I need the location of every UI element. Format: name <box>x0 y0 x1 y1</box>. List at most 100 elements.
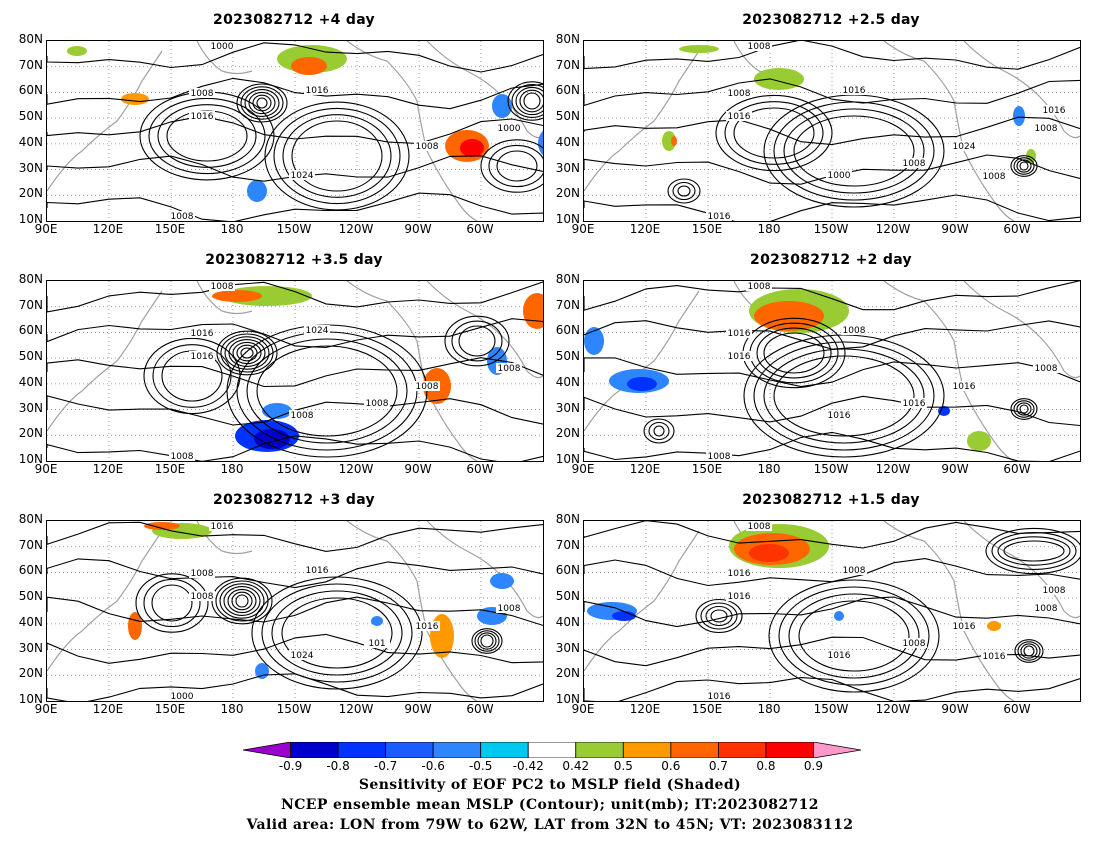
sensitivity-shade <box>262 403 292 419</box>
contour-label: 1008 <box>1035 604 1058 614</box>
contour-label: 1008 <box>708 452 731 461</box>
lat-tick-label: 70N <box>555 297 580 312</box>
lat-tick-label: 10N <box>555 452 580 466</box>
contour-label: 1016 <box>828 411 851 421</box>
lon-tick-label: 120E <box>92 462 124 476</box>
lat-tick-label: 60N <box>18 83 43 98</box>
lon-tick-label: 90E <box>34 702 58 716</box>
panel-title: 2023082712 +2 day <box>750 252 912 268</box>
lon-tick-label: 150W <box>276 702 312 716</box>
lon-tick-label: 90W <box>404 462 432 476</box>
colorbar-tick-label: 0.9 <box>803 759 823 773</box>
contour-label: 1008 <box>191 592 214 602</box>
contour-label: 1016 <box>728 569 751 579</box>
sensitivity-shade <box>754 301 824 331</box>
sensitivity-shade <box>627 377 657 391</box>
sensitivity-shade <box>749 544 789 562</box>
contour-label: 1016 <box>191 329 214 339</box>
sensitivity-shade <box>212 290 262 302</box>
lon-tick-label: 180 <box>757 462 781 476</box>
contour-label: 1008 <box>1043 586 1066 596</box>
map-plot: 1016 1008 1008 1016 1024 1016 1008 1000 101 <box>47 521 543 701</box>
lat-tick-label: 50N <box>555 589 580 604</box>
lon-tick-label: 60W <box>1003 462 1031 476</box>
sensitivity-shade <box>987 621 1001 631</box>
contour-label: 1016 <box>983 652 1006 662</box>
lon-tick-label: 120E <box>92 702 124 716</box>
contour-label: 1016 <box>191 112 214 122</box>
lat-tick-label: 70N <box>18 537 43 552</box>
lat-tick-label: 40N <box>18 614 43 629</box>
lon-tick-label: 90E <box>34 222 58 236</box>
lon-tick-label: 180 <box>220 222 244 236</box>
lat-tick-label: 40N <box>18 134 43 149</box>
map-plot: 1008 1016 1016 1008 1016 1016 1008 1016 1008 1016… <box>584 521 1080 701</box>
colorbar-tick-label: 0.42 <box>562 759 590 773</box>
caption-line-3: Valid area: LON from 79W to 62W, LAT fro… <box>246 817 854 833</box>
lat-tick-label: 30N <box>18 160 43 175</box>
lat-tick-label: 40N <box>555 374 580 389</box>
contour-label: 1008 <box>728 89 751 99</box>
lat-tick-label: 70N <box>18 57 43 72</box>
lat-tick-label: 10N <box>555 212 580 226</box>
contour-label: 1016 <box>306 566 329 576</box>
lon-tick-label: 150E <box>691 462 723 476</box>
lon-tick-label: 120E <box>92 222 124 236</box>
colorbar-swatch <box>337 742 387 758</box>
colorbar-tick-label: -0.6 <box>421 759 445 773</box>
colorbar-tick-label: 0.8 <box>756 759 776 773</box>
colorbar-swatch <box>527 742 577 758</box>
sensitivity-shade <box>492 94 512 118</box>
caption-line-1: Sensitivity of EOF PC2 to MSLP field (Sh… <box>358 777 742 793</box>
sensitivity-shade <box>371 616 383 626</box>
contour-label: 1008 <box>291 411 314 421</box>
lat-tick-label: 80N <box>18 272 43 286</box>
lon-tick-label: 120E <box>629 222 661 236</box>
contour-label: 1008 <box>416 382 439 392</box>
colorbar <box>243 742 861 758</box>
sensitivity-shade <box>662 131 676 151</box>
contour-label: 1008 <box>191 89 214 99</box>
lon-tick-label: 180 <box>757 702 781 716</box>
caption-line-2: NCEP ensemble mean MSLP (Contour); unit(… <box>281 797 819 813</box>
sensitivity-shade <box>834 611 844 621</box>
lon-tick-label: 120W <box>338 462 374 476</box>
lat-tick-label: 60N <box>555 83 580 98</box>
lat-tick-label: 80N <box>18 512 43 526</box>
lat-tick-label: 70N <box>555 57 580 72</box>
contour-label: 1024 <box>306 326 329 336</box>
colorbar-swatch <box>432 742 482 758</box>
sensitivity-shade <box>67 46 87 56</box>
contour-label: 1016 <box>843 86 866 96</box>
map-panel: 1000 1008 1016 1016 1024 1008 1000 1008 <box>46 40 544 222</box>
contour-label: 1008 <box>366 399 389 409</box>
contour-label: 1024 <box>291 171 314 181</box>
map-plot: 1000 1008 1016 1016 1024 1008 1000 1008 <box>47 41 543 221</box>
contour-label: 1000 <box>498 124 521 134</box>
lat-tick-label: 80N <box>555 272 580 286</box>
panel-title: 2023082712 +2.5 day <box>742 12 920 28</box>
contour-label: 1008 <box>843 566 866 576</box>
colorbar-tick-label: 0.7 <box>708 759 728 773</box>
contour-label: 1008 <box>498 604 521 614</box>
lat-tick-label: 30N <box>555 640 580 655</box>
lon-tick-label: 150E <box>154 702 186 716</box>
contour-label: 1016 <box>416 622 439 632</box>
map-panel: 1008 1016 1016 1008 1016 1016 1008 1008 1016 <box>583 280 1081 462</box>
contour-label: 1016 <box>903 399 926 409</box>
panel-title: 2023082712 +3 day <box>213 492 375 508</box>
contour-label: 1000 <box>211 42 234 52</box>
lon-tick-label: 120W <box>875 702 911 716</box>
contour-label: 1008 <box>416 142 439 152</box>
lat-tick-label: 50N <box>18 349 43 364</box>
lon-tick-label: 120E <box>629 702 661 716</box>
lat-tick-label: 20N <box>555 426 580 441</box>
sensitivity-shade <box>679 45 719 53</box>
lon-tick-label: 60W <box>466 222 494 236</box>
panel-title: 2023082712 +1.5 day <box>742 492 920 508</box>
contour-label: 1008 <box>498 364 521 374</box>
contour-label: 1000 <box>828 171 851 181</box>
lat-tick-label: 10N <box>18 692 43 706</box>
lon-tick-label: 150E <box>154 222 186 236</box>
contour-label: 1008 <box>171 452 194 461</box>
